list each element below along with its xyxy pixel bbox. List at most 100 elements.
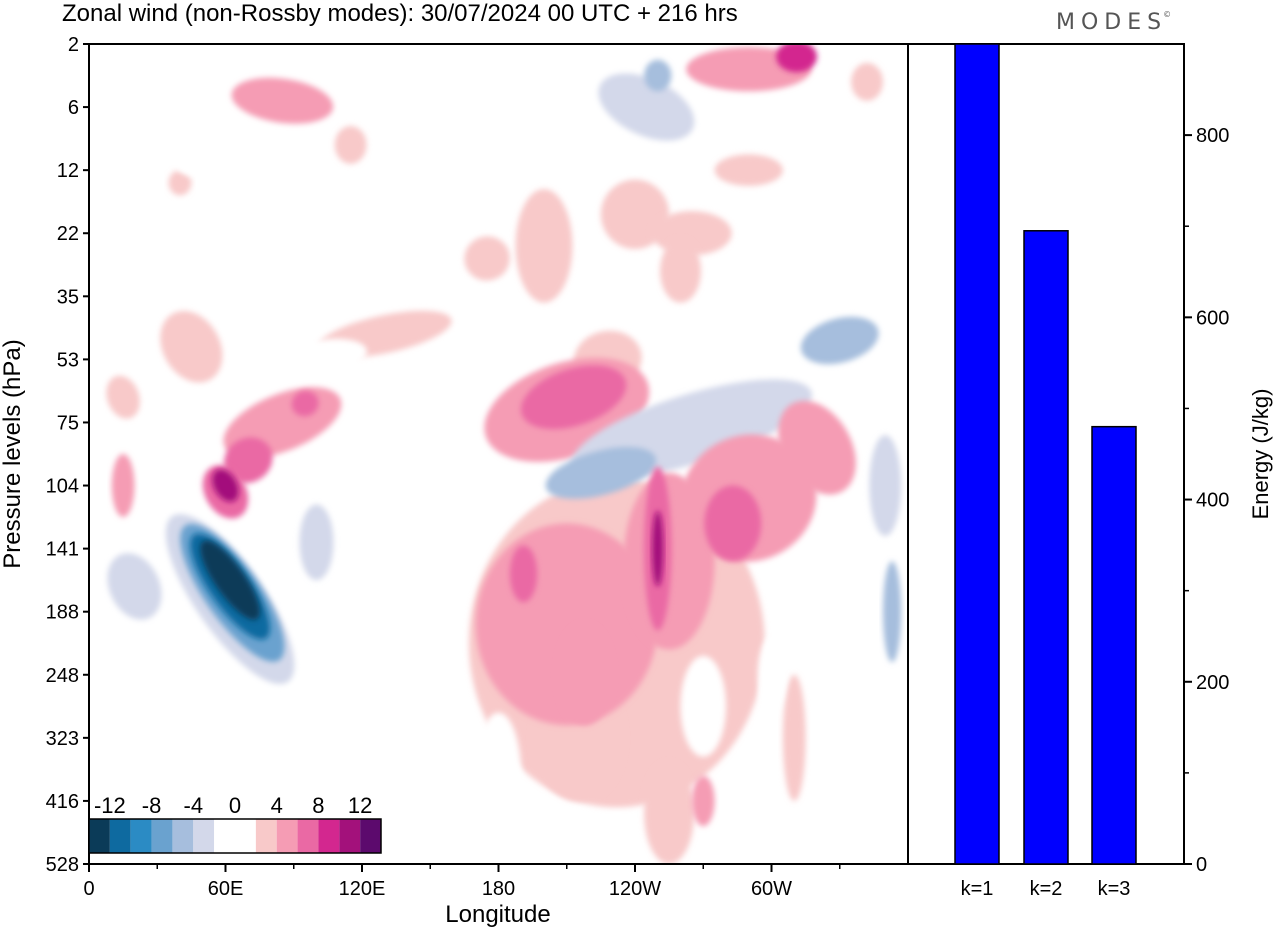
pressure-tick-label: 53 bbox=[57, 349, 79, 371]
contour-blob bbox=[851, 62, 883, 101]
contour-blob bbox=[778, 400, 856, 495]
contour-blob bbox=[207, 618, 235, 795]
contour-blob bbox=[223, 437, 273, 484]
contour-blob bbox=[160, 311, 223, 383]
contour-blob bbox=[311, 187, 413, 255]
modes-logo: MODES© bbox=[1056, 10, 1171, 35]
contour-blob bbox=[644, 59, 672, 92]
contour-blob bbox=[817, 100, 863, 139]
pressure-tick-label: 248 bbox=[46, 665, 79, 687]
contour-blob bbox=[776, 44, 817, 73]
colorbar-label: 4 bbox=[271, 793, 283, 818]
colorbar-swatch bbox=[318, 819, 340, 853]
energy-axis: 0 200 400 600 800 bbox=[1184, 125, 1229, 876]
pressure-tick-label: 528 bbox=[46, 854, 79, 876]
contour-blob bbox=[265, 338, 368, 381]
contour-blob bbox=[714, 154, 783, 186]
contour-blob bbox=[109, 44, 160, 70]
contour-blob bbox=[299, 504, 334, 581]
colorbar-swatch bbox=[172, 819, 194, 853]
logo-mark: © bbox=[1163, 10, 1172, 19]
contour-blob bbox=[168, 170, 192, 196]
longitude-tick-label: 60E bbox=[208, 878, 244, 900]
colorbar-legend: -12 -8 -4 0 4 8 12 bbox=[88, 793, 382, 854]
colorbar-swatch bbox=[255, 819, 277, 853]
energy-tick-label: 600 bbox=[1196, 307, 1229, 329]
contour-blob bbox=[691, 775, 715, 827]
colorbar-swatch bbox=[89, 819, 110, 853]
y-axis-label: Pressure levels (hPa) bbox=[0, 339, 26, 568]
energy-axis-label: Energy (J/kg) bbox=[1248, 389, 1273, 520]
energy-bars: k=1 k=2 k=3 bbox=[954, 43, 1137, 900]
contour-blob bbox=[800, 316, 879, 365]
pressure-tick-label: 416 bbox=[46, 791, 79, 813]
pressure-tick-label: 12 bbox=[57, 160, 79, 182]
longitude-tick-label: 0 bbox=[83, 878, 94, 900]
colorbar-swatch bbox=[130, 819, 152, 853]
contour-blob bbox=[107, 553, 162, 620]
contour-blob bbox=[114, 599, 133, 751]
contour-blob bbox=[509, 545, 538, 603]
contour-blob bbox=[520, 365, 627, 430]
colorbar-label: -12 bbox=[94, 793, 126, 818]
contour-blob bbox=[526, 47, 607, 79]
pressure-tick-label: 75 bbox=[57, 412, 79, 434]
contour-blob bbox=[464, 236, 510, 281]
contour-blob bbox=[325, 504, 376, 568]
pressure-tick-label: 323 bbox=[46, 728, 79, 750]
pressure-tick-label: 6 bbox=[68, 97, 79, 119]
colorbar-swatch bbox=[297, 819, 319, 853]
contour-blob bbox=[652, 510, 664, 587]
colorbar-label: 0 bbox=[229, 793, 241, 818]
contour-blob bbox=[100, 129, 124, 161]
energy-tick-label: 400 bbox=[1196, 490, 1229, 512]
bar-category-label: k=3 bbox=[1098, 878, 1131, 900]
contour-blob bbox=[644, 763, 695, 864]
contour-blob bbox=[704, 485, 762, 562]
logo-text: MODES bbox=[1056, 10, 1168, 35]
contour-blob bbox=[882, 561, 902, 663]
contour-blob bbox=[291, 390, 319, 417]
bar-category-label: k=2 bbox=[1030, 878, 1063, 900]
pressure-tick-label: 141 bbox=[46, 539, 79, 561]
contour-blob bbox=[515, 189, 573, 303]
colorbar-swatch bbox=[214, 819, 235, 853]
pressure-tick-label: 104 bbox=[46, 476, 79, 498]
longitude-tick-label: 60W bbox=[751, 878, 792, 900]
energy-bar bbox=[1091, 425, 1137, 865]
longitude-axis: 0 60E 120E 180 120W 60W bbox=[83, 864, 841, 900]
longitude-tick-label: 120W bbox=[609, 878, 661, 900]
pressure-axis: 2 6 12 22 35 53 75 104 141 188 248 323 416 528 bbox=[46, 34, 89, 876]
contour-blob bbox=[600, 179, 670, 249]
contour-field bbox=[94, 44, 902, 864]
x-axis-label: Longitude bbox=[445, 901, 550, 928]
pressure-tick-label: 35 bbox=[57, 286, 79, 308]
colorbar-swatch bbox=[151, 819, 173, 853]
contour-blob bbox=[212, 469, 239, 502]
contour-blob bbox=[111, 454, 135, 518]
contour-blob bbox=[819, 204, 883, 249]
colorbar-swatch bbox=[339, 819, 361, 853]
contour-blob bbox=[106, 375, 140, 419]
contour-blob bbox=[853, 167, 895, 199]
colorbar-swatch bbox=[276, 819, 298, 853]
colorbar-frame bbox=[88, 818, 382, 854]
contour-blob bbox=[231, 77, 334, 124]
contour-blob bbox=[225, 264, 271, 303]
pressure-tick-label: 22 bbox=[57, 223, 79, 245]
contour-blob bbox=[856, 523, 891, 726]
pressure-tick-label: 188 bbox=[46, 602, 79, 624]
contour-blob bbox=[475, 712, 522, 839]
colorbar-label: 8 bbox=[312, 793, 324, 818]
chart-title: Zonal wind (non-Rossby modes): 30/07/202… bbox=[62, 0, 738, 27]
contour-blob bbox=[757, 636, 786, 713]
contour-blob bbox=[660, 239, 701, 303]
colorbar-label: 12 bbox=[348, 793, 372, 818]
colorbar-swatch bbox=[109, 819, 131, 853]
colorbar-swatch bbox=[360, 819, 381, 853]
contour-blob bbox=[545, 447, 657, 499]
contour-blob bbox=[452, 347, 500, 410]
colorbar-label: -8 bbox=[142, 793, 162, 818]
colorbar-swatch bbox=[193, 819, 215, 853]
